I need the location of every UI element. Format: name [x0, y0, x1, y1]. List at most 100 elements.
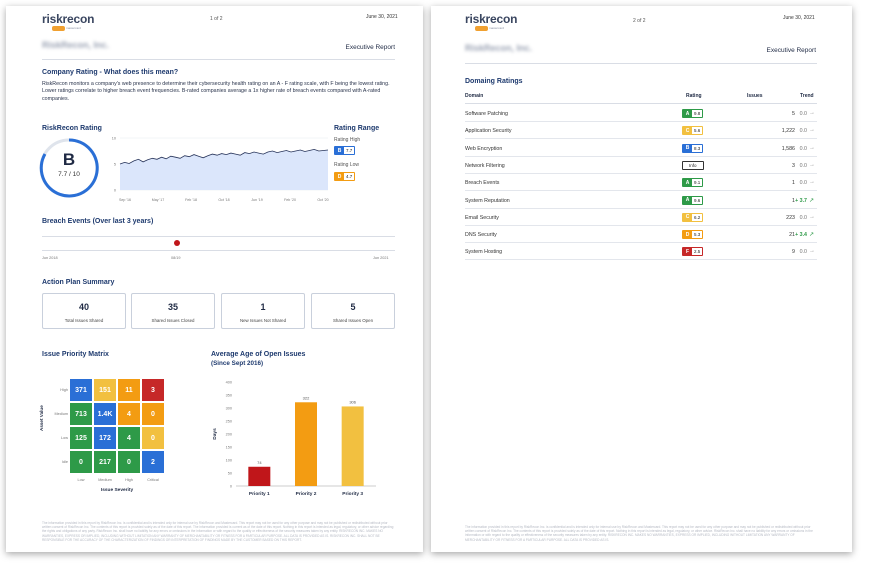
y-tick-label: 10: [112, 137, 116, 141]
card-number: 35: [167, 302, 178, 312]
domain-name: DNS Security: [465, 232, 497, 239]
bar-value-label: 306: [349, 399, 356, 404]
matrix-cell: 125: [70, 427, 92, 449]
breach-event-label: 08/19: [171, 256, 181, 260]
breach-end-label: Jun 2021: [373, 256, 389, 260]
bar-value-label: 74: [257, 460, 262, 465]
matrix-cell: 4: [118, 403, 140, 425]
card-label: Shared Issues Closed: [151, 318, 195, 323]
breach-title: Breach Events (Over last 3 years): [42, 218, 154, 225]
mastercard-logo-icon: [475, 26, 488, 31]
domain-grade: C: [683, 213, 692, 221]
logo-subtext: mastercard: [489, 26, 505, 30]
domain-rating-badge: A 9.1: [682, 178, 704, 188]
domain-name: Network Filtering: [465, 162, 505, 169]
trend-flat-arrow-icon: →: [809, 144, 815, 151]
domain-row: Software Patching A 9.8 5 0.0 →: [465, 105, 817, 122]
domain-rating-badge: D 5.3: [682, 230, 704, 240]
riskrecon-logo: riskrecon: [42, 12, 95, 26]
trend-up-arrow-icon: ↗: [809, 197, 815, 204]
domain-issues: 21: [789, 232, 795, 239]
matrix-row-label: Low: [61, 436, 68, 440]
rating-paragraph: RiskRecon monitors a company's web prese…: [42, 81, 390, 102]
legal-footer: The information provided in this report …: [465, 525, 813, 542]
report-date: June 30, 2021: [783, 15, 815, 21]
domain-trend: 0.0: [799, 128, 807, 135]
col-trend: Trend: [800, 93, 814, 99]
rating-high-label: Rating High: [334, 137, 361, 143]
matrix-title: Issue Priority Matrix: [42, 351, 109, 358]
bar-category-label: Priority 3: [342, 491, 363, 497]
matrix-row-label: Medium: [54, 412, 68, 416]
x-tick-label: Oct '18: [218, 198, 229, 202]
domain-trend: 0.0: [799, 145, 807, 152]
new-not-shared-card: 1 New Issues Not Shared: [221, 293, 305, 329]
matrix-cell: 172: [94, 427, 116, 449]
domain-trend: 0.0: [799, 214, 807, 221]
domain-row: Application Security C 5.6 1,222 0.0 →: [465, 122, 817, 140]
domain-rating-badge: B 8.3: [682, 143, 704, 153]
breach-timeline-axis: [42, 250, 395, 251]
trend-up-arrow-icon: ↗: [809, 232, 815, 239]
domain-issues: 3: [792, 162, 795, 169]
trend-flat-arrow-icon: →: [809, 161, 815, 168]
domain-name: Email Security: [465, 214, 499, 221]
col-rating: Rating: [686, 93, 702, 99]
rating-high-grade: B: [335, 147, 344, 154]
riskrecon-logo: riskrecon: [465, 12, 518, 26]
trend-flat-arrow-icon: →: [809, 110, 815, 116]
breach-timeline-top: [42, 236, 395, 237]
matrix-y-label: Asset Value: [39, 405, 44, 431]
col-issues: Issues: [747, 93, 763, 99]
domain-score: 6.2: [694, 214, 701, 220]
grade-letter: B: [62, 150, 76, 169]
domain-row: System Hosting F 2.5 9 0.0 →: [465, 243, 817, 261]
domain-issues: 5: [792, 111, 795, 117]
matrix-cell: 0: [118, 451, 140, 473]
matrix-col-label: Medium: [98, 478, 112, 482]
domain-grade: D: [683, 231, 692, 239]
age-bar-chart: 400 350 300 250 200 150 100 50 0 Days 74 Priority 1…: [212, 381, 376, 497]
rating-low-grade: D: [335, 173, 344, 180]
domain-rating-badge: C 5.6: [682, 126, 704, 136]
rating-low-label: Rating Low: [334, 162, 360, 168]
bar-category-label: Priority 2: [296, 491, 317, 497]
x-tick-label: Feb '20: [284, 198, 296, 202]
legal-footer: The information provided in this report …: [42, 521, 394, 542]
matrix-cell: 0: [70, 451, 92, 473]
matrix-row-label: Idle: [61, 460, 68, 464]
breach-event-dot[interactable]: [174, 240, 180, 246]
total-issues-card: 40 Total Issues Shared: [42, 293, 126, 329]
page-number: 2 of 2: [633, 18, 646, 24]
y-tick-label: 0: [114, 189, 116, 193]
age-chart-subtitle: (Since Sept 2016): [211, 360, 264, 367]
header-divider: [465, 63, 817, 64]
card-label: Total Issues Shared: [64, 318, 104, 323]
table-header-divider: [465, 103, 817, 104]
domain-score: 8.3: [694, 145, 701, 151]
domain-score: 2.5: [694, 249, 701, 255]
matrix-cell: 2: [142, 451, 164, 473]
mastercard-logo-icon: [52, 26, 65, 31]
domain-issues: 1,586: [781, 145, 795, 152]
x-tick-label: Jun '19: [251, 198, 262, 202]
report-type: Executive Report: [345, 44, 396, 51]
card-number: 5: [350, 302, 356, 312]
matrix-col-label: Low: [77, 478, 85, 482]
y-tick-label: 50: [228, 472, 232, 476]
y-tick-label: 300: [226, 407, 232, 411]
domain-rating-badge: A 9.8: [682, 109, 704, 118]
x-tick-label: Sep '16: [119, 198, 131, 202]
card-label: Shared Issues Open: [332, 318, 374, 323]
domain-trend: 0.0: [799, 249, 807, 256]
matrix-cell: 217: [94, 451, 116, 473]
matrix-cell: 0: [142, 427, 164, 449]
rating-range-title: Rating Range: [334, 125, 380, 132]
rating-high-value: 7.7: [346, 148, 353, 153]
domain-trend: + 3.4: [795, 232, 807, 239]
matrix-x-label: Issue Severity: [100, 488, 134, 493]
shared-closed-card: 35 Shared Issues Closed: [131, 293, 215, 329]
matrix-col-label: Critical: [147, 478, 159, 482]
logo-subtext: mastercard: [66, 26, 82, 30]
card-number: 1: [260, 302, 266, 312]
